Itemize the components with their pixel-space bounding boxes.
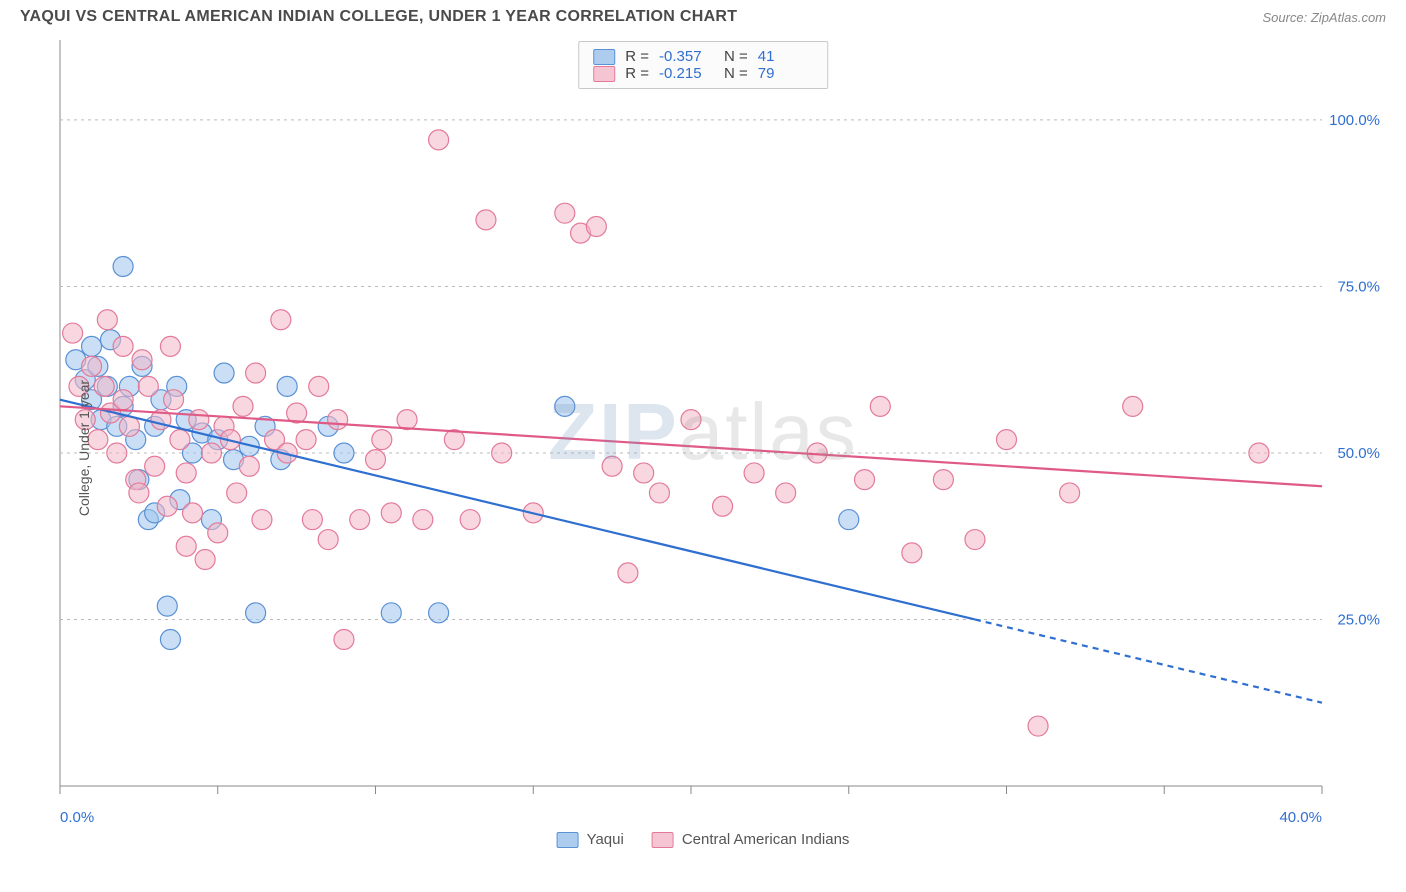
svg-text:40.0%: 40.0%: [1279, 809, 1322, 826]
source-label: Source: ZipAtlas.com: [1262, 10, 1386, 25]
series-legend: Yaqui Central American Indians: [557, 831, 850, 848]
n-label: N =: [724, 65, 748, 82]
legend-row: R = -0.215 N = 79: [593, 65, 813, 82]
legend-item: Yaqui: [557, 831, 624, 848]
legend-row: R = -0.357 N = 41: [593, 48, 813, 65]
legend-label: Central American Indians: [682, 831, 850, 848]
r-value: -0.357: [659, 48, 714, 65]
chart-title: YAQUI VS CENTRAL AMERICAN INDIAN COLLEGE…: [20, 8, 737, 26]
legend-swatch: [593, 49, 615, 65]
svg-text:100.0%: 100.0%: [1329, 112, 1380, 129]
legend-item: Central American Indians: [652, 831, 850, 848]
svg-text:50.0%: 50.0%: [1337, 445, 1380, 462]
y-axis-label: College, Under 1 year: [76, 380, 92, 516]
legend-swatch: [557, 832, 579, 848]
r-label: R =: [625, 65, 649, 82]
legend-swatch: [593, 66, 615, 82]
legend-swatch: [652, 832, 674, 848]
svg-text:25.0%: 25.0%: [1337, 611, 1380, 628]
n-value: 79: [758, 65, 813, 82]
n-label: N =: [724, 48, 748, 65]
svg-text:0.0%: 0.0%: [60, 809, 94, 826]
correlation-legend: R = -0.357 N = 41 R = -0.215 N = 79: [578, 41, 828, 89]
svg-text:75.0%: 75.0%: [1337, 278, 1380, 295]
n-value: 41: [758, 48, 813, 65]
r-value: -0.215: [659, 65, 714, 82]
legend-label: Yaqui: [587, 831, 624, 848]
chart-container: College, Under 1 year 25.0% 50.0% 75.0% 100…: [20, 38, 1386, 858]
r-label: R =: [625, 48, 649, 65]
scatter-chart: 25.0% 50.0% 75.0% 100.0% 0.0% 40.0%: [20, 38, 1386, 858]
